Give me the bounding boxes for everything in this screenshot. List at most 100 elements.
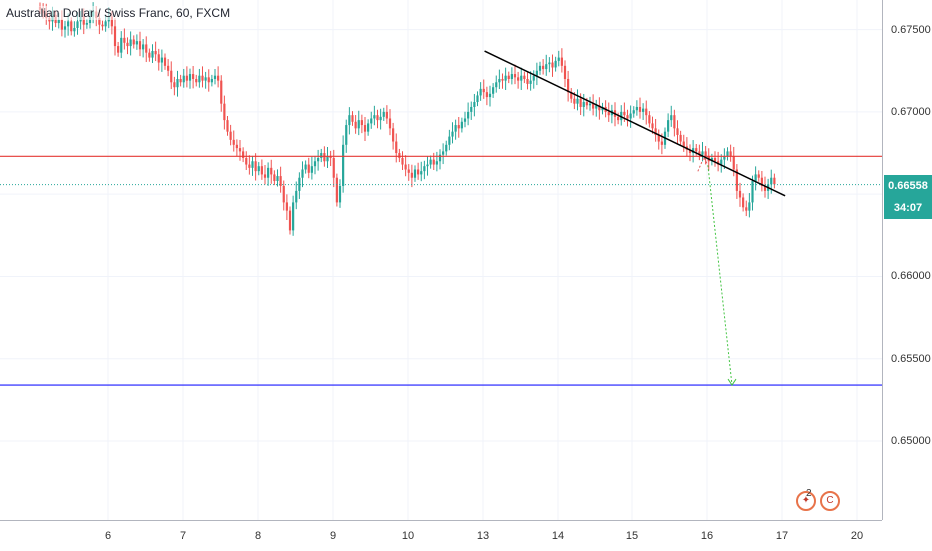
candle-body — [345, 125, 348, 145]
candle-body — [85, 23, 88, 25]
candle-body — [373, 115, 376, 119]
price-axis[interactable]: 0.67500 0.67000 0.66000 0.65500 0.65000 — [882, 0, 932, 520]
candle-body — [732, 156, 735, 170]
time-tick-label: 10 — [401, 530, 415, 542]
candle-body — [517, 77, 520, 81]
candle-body — [207, 77, 210, 83]
candle-body — [176, 78, 179, 88]
candle-body — [263, 174, 267, 178]
projection-start-marker — [697, 156, 709, 172]
candle-body — [473, 102, 476, 107]
candle-body — [357, 120, 360, 129]
candle-body — [326, 156, 329, 162]
candle-body — [248, 164, 251, 168]
candle-body — [745, 207, 748, 211]
candle-body — [157, 54, 160, 63]
symbol-title[interactable]: Australian Dollar / Swiss Franc, 60, FXC… — [6, 6, 231, 20]
candle-body — [70, 21, 73, 32]
candle-body — [582, 102, 585, 107]
candle-body — [273, 174, 276, 182]
price-tick-label: 0.65500 — [891, 352, 931, 365]
candle-body — [120, 37, 123, 53]
chart-canvas[interactable]: Australian Dollar / Swiss Franc, 60, FXC… — [0, 0, 882, 520]
candle-body — [360, 120, 363, 126]
candle-body — [448, 136, 451, 145]
bar-countdown: 34:07 — [893, 202, 923, 214]
candle-body — [660, 141, 663, 145]
candle-body — [592, 103, 595, 109]
candle-body — [426, 164, 429, 167]
candle-body — [626, 115, 629, 119]
candle-body — [76, 21, 79, 28]
candle-body — [667, 120, 670, 132]
candle-body — [542, 65, 545, 70]
candle-body — [529, 80, 532, 84]
candle-body — [692, 148, 695, 154]
candle-body — [117, 46, 120, 53]
candle-body — [501, 78, 504, 81]
candle-body — [401, 157, 404, 165]
candle-body — [470, 106, 473, 112]
candle-body — [560, 57, 563, 66]
candle-body — [145, 44, 148, 53]
candle-body — [585, 102, 588, 106]
time-axis[interactable]: 6 7 8 9 10 13 14 15 16 17 20 — [0, 520, 882, 551]
candle-body — [154, 51, 157, 55]
candle-body — [504, 75, 507, 81]
descending-trendline — [484, 50, 786, 197]
candle-body — [257, 166, 260, 172]
candle-body — [451, 131, 454, 137]
candle-body — [123, 37, 126, 43]
candle-body — [442, 151, 445, 155]
time-tick-label: 20 — [850, 530, 864, 542]
candlestick-chart[interactable] — [0, 0, 882, 520]
candle-body — [367, 123, 370, 132]
candle-body — [167, 65, 170, 71]
candle-body — [420, 171, 423, 175]
candle-body — [695, 148, 698, 152]
candle-body — [467, 111, 470, 119]
candle-body — [392, 128, 395, 142]
candle-body — [432, 159, 435, 165]
candle-body — [173, 82, 176, 88]
event-count-badge: 2 — [806, 488, 812, 499]
candle-body — [182, 75, 185, 83]
candle-body — [538, 65, 542, 71]
candle-body — [226, 120, 229, 132]
candle-body — [307, 164, 310, 173]
news-event-icon[interactable]: C — [820, 491, 840, 511]
candle-body — [276, 176, 279, 182]
candle-body — [457, 125, 460, 129]
candle-body — [532, 75, 535, 81]
time-tick-label: 15 — [625, 530, 639, 542]
candle-body — [607, 111, 610, 116]
projection-arrow — [707, 165, 733, 386]
time-tick-label: 17 — [775, 530, 789, 542]
candle-body — [476, 95, 479, 103]
candle-body — [648, 115, 651, 124]
candle-body — [545, 64, 548, 70]
candle-body — [104, 21, 107, 27]
candle-body — [129, 39, 132, 47]
candle-body — [617, 116, 620, 121]
candle-body — [398, 153, 401, 158]
candle-body — [323, 153, 326, 162]
candle-body — [573, 98, 576, 104]
candle-body — [376, 115, 379, 121]
candle-body — [748, 202, 751, 211]
candle-body — [310, 166, 313, 173]
candle-body — [370, 118, 373, 124]
economic-event-icon[interactable]: ✦ — [796, 491, 816, 511]
candle-body — [351, 115, 354, 122]
candle-body — [629, 113, 632, 119]
candle-body — [298, 177, 301, 191]
candle-body — [520, 75, 523, 81]
candle-body — [563, 65, 567, 79]
candle-body — [598, 105, 601, 111]
candle-body — [285, 202, 288, 211]
candle-body — [526, 78, 529, 84]
candle-body — [579, 98, 582, 107]
candle-body — [329, 156, 332, 158]
candle-body — [742, 197, 745, 208]
candle-body — [485, 92, 488, 98]
